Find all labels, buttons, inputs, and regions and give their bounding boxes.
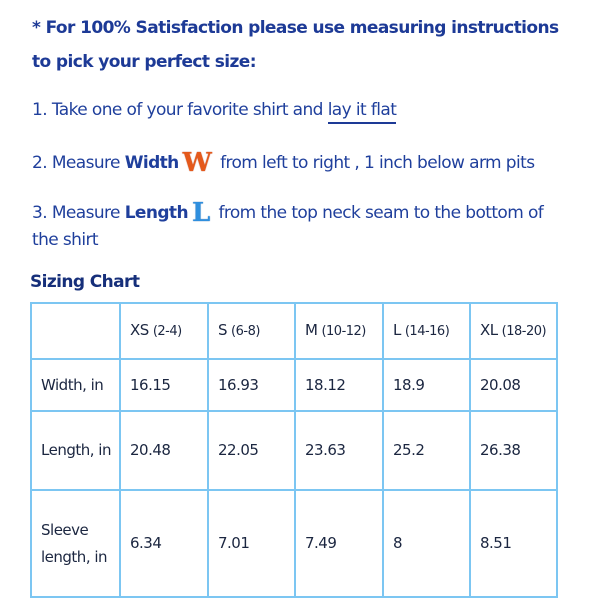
table-row: Width, in 16.15 16.93 18.12 18.9 20.08 [30, 358, 558, 412]
cell: 22.05 [207, 410, 296, 491]
step-1: 1. Take one of your favorite shirt and l… [32, 100, 397, 124]
step-3-prefix: 3. Measure [32, 203, 125, 223]
table-header-row: XS (2-4) S (6-8) M (10-12) L (14-16) XL (18-2… [30, 302, 558, 360]
row-label: Sleeve length, in [30, 489, 121, 598]
cell: 8.51 [469, 489, 558, 598]
step-1-text: 1. Take one of your favorite shirt and [32, 100, 328, 120]
cell: 18.9 [382, 358, 471, 412]
intro-line-2: to pick your perfect size: [32, 52, 256, 72]
cell: 7.49 [294, 489, 384, 598]
step-3-bold: Length [124, 203, 189, 223]
step-2-suffix: from left to right , 1 inch below arm pi… [215, 153, 535, 173]
step-2-prefix: 2. Measure [32, 153, 125, 173]
cell: 16.15 [119, 358, 209, 412]
step-3-suffix: from the top neck seam to the bottom of [213, 203, 544, 223]
sizing-chart-title: Sizing Chart [30, 272, 140, 292]
cell: 20.08 [469, 358, 558, 412]
row-label: Length, in [30, 410, 121, 491]
cell: 6.34 [119, 489, 209, 598]
cell: 23.63 [294, 410, 384, 491]
sizing-chart-table: XS (2-4) S (6-8) M (10-12) L (14-16) XL (18-2… [30, 302, 558, 598]
length-l-icon: L [191, 198, 210, 228]
cell: 18.12 [294, 358, 384, 412]
width-w-icon: W [182, 148, 212, 178]
cell: 16.93 [207, 358, 296, 412]
header-cell: XS (2-4) [119, 302, 209, 360]
intro-line-1: * For 100% Satisfaction please use measu… [32, 18, 559, 38]
step-3-continued: the shirt [32, 230, 99, 250]
step-2: 2. Measure Width W from left to right , 1… [32, 148, 535, 178]
cell: 25.2 [382, 410, 471, 491]
step-2-bold: Width [124, 153, 180, 173]
lay-it-flat-link[interactable]: lay it flat [327, 100, 397, 124]
header-cell: L (14-16) [382, 302, 471, 360]
step-3: 3. Measure Length L from the top neck sea… [32, 198, 544, 228]
header-cell: S (6-8) [207, 302, 296, 360]
header-cell: M (10-12) [294, 302, 384, 360]
header-cell: XL (18-20) [469, 302, 558, 360]
cell: 8 [382, 489, 471, 598]
empty-header-cell [30, 302, 121, 360]
cell: 20.48 [119, 410, 209, 491]
cell: 7.01 [207, 489, 296, 598]
table-row: Sleeve length, in 6.34 7.01 7.49 8 8.51 [30, 489, 558, 598]
table-row: Length, in 20.48 22.05 23.63 25.2 26.38 [30, 410, 558, 491]
cell: 26.38 [469, 410, 558, 491]
row-label: Width, in [30, 358, 121, 412]
